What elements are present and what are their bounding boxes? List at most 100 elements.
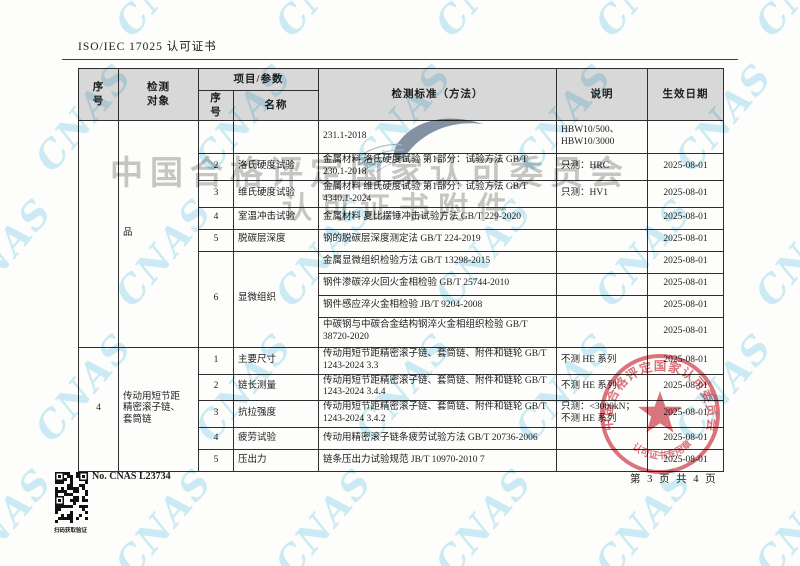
cell-item-name: 主要尺寸 (232, 346, 320, 375)
cell-note (556, 250, 649, 274)
cell-note (556, 228, 649, 252)
cell-date: 2025-08-01 (647, 272, 725, 296)
cell-section-no (78, 120, 119, 348)
cell-standard: 钢件渗碳淬火回火金相检验 GB/T 25744-2010 (318, 272, 558, 296)
cell-date: 2025-08-01 (647, 228, 725, 252)
cell-section-no: 4 (78, 346, 119, 473)
cell-item-name: 脱碳层深度 (232, 228, 320, 252)
table-row: 中碳钢与中碳合金结构钢淬火金相组织检验 GB/T 38720-2020 2025… (79, 316, 725, 348)
cell-item-no: 5 (198, 449, 234, 473)
cell-item-no (198, 120, 234, 155)
cell-item-no: 2 (198, 153, 234, 182)
header-item-name: 名称 (232, 89, 320, 122)
cell-item-name: 压出力 (232, 449, 320, 473)
cnas-watermark-tile: CNAS (425, 459, 541, 566)
cell-item-name: 洛氏硬度试验 (232, 153, 320, 182)
cell-item-name (232, 120, 320, 155)
cell-note: 只测：<3000kN； 不测 HE 系列 (556, 400, 649, 429)
cell-note: 不测 HE 系列 (556, 373, 649, 402)
cell-note (556, 294, 649, 318)
cell-item-name: 显微组织 (232, 250, 320, 348)
cnas-watermark-tile: CNAS (426, 0, 541, 45)
cell-date: 2025-08-01 (647, 206, 725, 230)
header-date: 生效日期 (647, 67, 725, 122)
cell-standard: 传动用短节距精密滚子链、套筒链、附件和链轮 GB/T 1243-2024 3.3 (318, 346, 558, 375)
cell-standard: 金属材料 洛氏硬度试验 第1部分：试验方法 GB/T 230.1-2018 (318, 153, 558, 182)
cell-date: 2025-08-01 (647, 400, 725, 429)
cell-section-object: 传动用短节距 精密滚子链、 套筒链 (118, 346, 199, 473)
cell-item-no: 3 (198, 400, 234, 429)
cell-note (556, 272, 649, 296)
cell-note: 不测 HE 系列 (556, 346, 649, 375)
cell-date (647, 120, 725, 155)
header-object: 检测 对象 (118, 67, 199, 122)
table-row: 钢件渗碳淬火回火金相检验 GB/T 25744-2010 2025-08-01 (79, 272, 725, 296)
cell-item-name: 疲劳试验 (232, 427, 320, 451)
cell-date: 2025-08-01 (647, 294, 725, 318)
cell-standard: 金属显微组织检验方法 GB/T 13298-2015 (318, 250, 558, 274)
table-row: 品 231.1-2018 HBW10/500、 HBW10/3000 (78, 120, 725, 348)
cell-standard: 传动用短节距精密滚子链、套筒链、附件和链轮 GB/T 1243-2024 3.4… (318, 373, 558, 402)
cell-item-no: 3 (198, 180, 234, 208)
header-item-no: 序 号 (198, 89, 234, 122)
cell-date: 2025-08-01 (647, 449, 725, 473)
cnas-watermark-tile: CNAS (265, 459, 381, 566)
cell-date: 2025-08-01 (647, 153, 725, 182)
cell-date: 2025-08-01 (647, 316, 725, 348)
cell-date: 2025-08-01 (647, 180, 725, 208)
header-item-group: 项目/参数 (197, 68, 320, 91)
cell-standard: 钢件感应淬火金相检验 JB/T 9204-2008 (318, 294, 558, 318)
certificate-number: No. CNAS L23734 (92, 471, 171, 482)
cell-section-object: 品 (118, 120, 199, 348)
cell-item-no: 4 (198, 427, 234, 451)
cell-note: 只测：HV1 (556, 180, 649, 208)
cell-date: 2025-08-01 (647, 427, 725, 451)
header-note: 说明 (556, 67, 649, 122)
cell-standard: 传动用精密滚子链条疲劳试验方法 GB/T 20736-2006 (318, 427, 558, 451)
cell-standard: 金属材料 维氏硬度试验 第1部分：试验方法 GB/T 4340.1-2024 (318, 180, 558, 208)
cell-standard: 钢的脱碳层深度测定法 GB/T 224-2019 (318, 228, 558, 252)
cell-standard: 231.1-2018 (318, 120, 558, 155)
header-divider (62, 59, 738, 60)
cnas-watermark-tile: CNAS (266, 0, 381, 45)
cell-note (556, 206, 649, 230)
page-number: 第 3 页 共 4 页 (630, 474, 718, 485)
cnas-watermark-tile: CNAS (0, 0, 61, 45)
table-row: 5 脱碳层深度 钢的脱碳层深度测定法 GB/T 224-2019 2025-08… (79, 228, 725, 252)
cell-standard: 金属材料 夏比摆锤冲击试验方法 GB/T 229-2020 (318, 206, 558, 230)
cell-item-name: 抗拉强度 (232, 400, 320, 429)
table-row: 4 传动用短节距 精密滚子链、 套筒链 1 主要尺寸 传动用短节距精密滚子链、套… (78, 346, 725, 473)
cell-item-no: 2 (198, 373, 234, 402)
qr-code (55, 472, 88, 523)
cell-note: HBW10/500、 HBW10/3000 (556, 120, 649, 155)
cell-item-no: 5 (198, 228, 234, 252)
cnas-watermark-tile: CNAS (745, 189, 800, 315)
cell-date: 2025-08-01 (647, 346, 725, 375)
cnas-watermark-tile: CNAS (0, 189, 61, 315)
cell-item-name: 链长测量 (232, 373, 320, 402)
accreditation-table: 序 号 检测 对象 项目/参数 检测标准（方法） 说明 生效日期 序 号 名称 … (78, 67, 725, 473)
cnas-watermark-tile: CNAS (0, 459, 61, 566)
cell-standard: 中碳钢与中碳合金结构钢淬火金相组织检验 GB/T 38720-2020 (318, 316, 558, 348)
cnas-watermark-tile: CNAS (746, 0, 800, 45)
cell-standard: 链条压出力试验规范 JB/T 10970-2010 7 (318, 449, 558, 473)
table-header-row-1: 序 号 检测 对象 项目/参数 检测标准（方法） 说明 生效日期 (78, 67, 725, 122)
cell-standard: 传动用短节距精密滚子链、套筒链、附件和链轮 GB/T 1243-2024 3.4… (318, 400, 558, 429)
cell-item-no: 6 (198, 250, 234, 348)
qr-caption: 扫码获取验证 (54, 528, 88, 534)
cell-item-no: 4 (198, 206, 234, 230)
cnas-watermark-tile: CNAS (586, 0, 701, 45)
cell-note: 只测：HRC (556, 153, 649, 182)
cell-note (556, 449, 649, 473)
table-header-row-2: 序 号 名称 (79, 89, 724, 122)
document-title: ISO/IEC 17025 认可证书 (78, 41, 217, 53)
cell-note (556, 427, 649, 451)
cell-item-name: 室温冲击试验 (232, 206, 320, 230)
cell-item-no: 1 (198, 346, 234, 375)
cell-date: 2025-08-01 (647, 373, 725, 402)
cell-item-name: 维氏硬度试验 (232, 180, 320, 208)
header-no: 序 号 (78, 67, 119, 122)
header-standard: 检测标准（方法） (318, 67, 558, 122)
cnas-watermark-tile: CNAS (745, 459, 800, 566)
